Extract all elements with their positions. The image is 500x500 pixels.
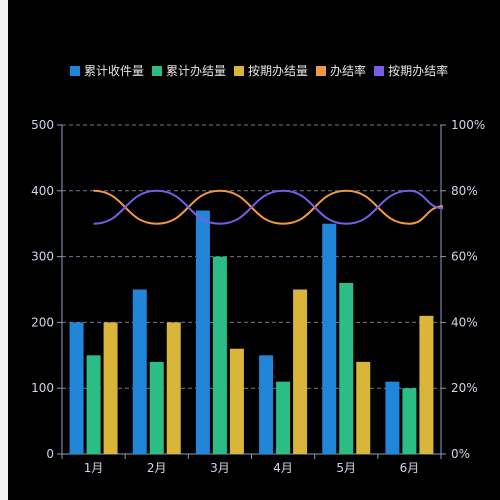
bar <box>293 289 308 454</box>
y2-tick-label: 100% <box>451 118 485 132</box>
bar <box>339 282 354 454</box>
series-line <box>93 189 444 225</box>
bar <box>166 322 181 454</box>
legend-label: 办结率 <box>330 64 367 78</box>
legend-label: 累计办结量 <box>166 64 227 78</box>
bar <box>385 381 400 454</box>
y-tick-label: 400 <box>31 184 54 198</box>
left-edge-strip <box>0 0 8 500</box>
bar <box>276 381 291 454</box>
bar <box>419 315 434 454</box>
y-tick-label: 100 <box>31 381 54 395</box>
x-tick-label: 4月 <box>273 461 293 475</box>
bar <box>259 355 274 454</box>
y-tick-label: 200 <box>31 315 54 329</box>
legend-swatch <box>374 65 385 76</box>
legend-swatch <box>316 65 327 76</box>
bar <box>402 388 417 454</box>
legend-item[interactable]: 按期办结量 <box>234 62 308 79</box>
legend-item[interactable]: 累计办结量 <box>152 62 226 79</box>
bar <box>69 322 84 454</box>
legend-label: 累计收件量 <box>84 64 145 78</box>
bar <box>149 361 164 454</box>
bar <box>212 256 227 454</box>
bar <box>132 289 147 454</box>
y-tick-label: 500 <box>31 118 54 132</box>
legend-label: 按期办结量 <box>248 64 309 78</box>
y-tick-label: 0 <box>46 447 54 461</box>
x-tick-label: 5月 <box>336 461 356 475</box>
legend-swatch <box>70 65 80 76</box>
bar <box>103 322 118 454</box>
legend-swatch <box>234 65 245 76</box>
y2-tick-label: 80% <box>451 184 478 198</box>
y2-tick-label: 60% <box>451 250 478 264</box>
x-tick-label: 6月 <box>400 461 420 475</box>
legend-item[interactable]: 累计收件量 <box>70 62 144 79</box>
x-tick-label: 2月 <box>147 461 167 475</box>
legend: 累计收件量 累计办结量 按期办结量 办结率 按期办结率 <box>70 62 448 79</box>
x-tick-label: 1月 <box>84 461 104 475</box>
legend-item[interactable]: 办结率 <box>316 62 366 79</box>
legend-item[interactable]: 按期办结率 <box>374 62 448 79</box>
bar <box>195 210 210 454</box>
legend-swatch <box>152 65 163 76</box>
y-tick-label: 300 <box>31 250 54 264</box>
x-tick-label: 3月 <box>210 461 230 475</box>
legend-label: 按期办结率 <box>388 64 449 78</box>
series-line <box>93 189 444 225</box>
y2-tick-label: 20% <box>451 381 478 395</box>
y2-tick-label: 0% <box>451 447 470 461</box>
bar <box>229 348 244 454</box>
bar <box>86 355 101 454</box>
bar <box>356 361 371 454</box>
y2-tick-label: 40% <box>451 315 478 329</box>
bar <box>322 223 337 454</box>
